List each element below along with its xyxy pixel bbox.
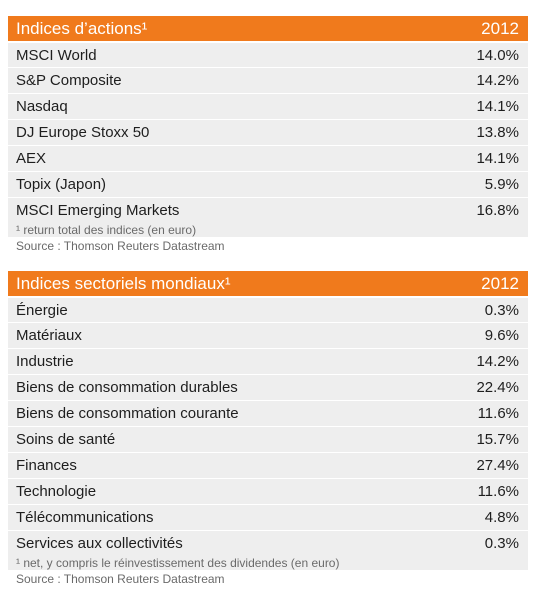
- row-label: Biens de consommation durables: [16, 379, 238, 396]
- row-label: Énergie: [16, 301, 68, 319]
- table-row: Industrie 14.2%: [8, 348, 528, 374]
- table-row: Soins de santé 15.7%: [8, 426, 528, 452]
- row-label: Finances: [16, 457, 77, 474]
- row-label: MSCI World: [16, 46, 97, 64]
- table-row: Biens de consommation courante 11.6%: [8, 400, 528, 426]
- table-row: AEX 14.1%: [8, 145, 528, 171]
- row-label: Services aux collectivités: [16, 535, 183, 552]
- table-row: Finances 27.4%: [8, 452, 528, 478]
- row-value: 15.7%: [476, 431, 519, 448]
- row-label: Matériaux: [16, 327, 82, 344]
- row-value: 0.3%: [484, 301, 519, 319]
- row-value: 14.1%: [476, 98, 519, 115]
- equity-indices-year: 2012: [481, 18, 519, 38]
- sector-indices-table: Indices sectoriels mondiaux¹ 2012 Énergi…: [8, 271, 528, 587]
- sector-indices-year: 2012: [481, 273, 519, 293]
- equity-indices-title: Indices d’actions¹: [16, 18, 148, 38]
- table-row: DJ Europe Stoxx 50 13.8%: [8, 119, 528, 145]
- row-label: DJ Europe Stoxx 50: [16, 124, 150, 141]
- equity-indices-footnote: ¹ return total des indices (en euro): [8, 223, 528, 237]
- row-value: 11.6%: [477, 405, 519, 422]
- row-value: 13.8%: [476, 124, 519, 141]
- row-label: Nasdaq: [16, 98, 68, 115]
- table-row: MSCI Emerging Markets 16.8%: [8, 197, 528, 223]
- row-value: 5.9%: [484, 176, 519, 193]
- row-label: Télécommunications: [16, 509, 154, 526]
- row-value: 14.2%: [476, 72, 519, 89]
- table-row: Biens de consommation durables 22.4%: [8, 374, 528, 400]
- row-label: Industrie: [16, 353, 74, 370]
- equity-indices-source: Source : Thomson Reuters Datastream: [16, 239, 225, 253]
- row-label: Topix (Japon): [16, 176, 107, 193]
- table-row: Énergie 0.3%: [8, 296, 528, 322]
- sector-indices-source: Source : Thomson Reuters Datastream: [16, 572, 225, 586]
- row-value: 4.8%: [484, 509, 519, 526]
- table-row: Topix (Japon) 5.9%: [8, 171, 528, 197]
- row-value: 11.6%: [477, 483, 519, 500]
- row-value: 14.1%: [476, 150, 519, 167]
- row-value: 9.6%: [484, 327, 519, 344]
- table-row: Matériaux 9.6%: [8, 322, 528, 348]
- sector-indices-header: Indices sectoriels mondiaux¹ 2012: [8, 271, 528, 296]
- row-label: Biens de consommation courante: [16, 405, 239, 422]
- table-row: S&P Composite 14.2%: [8, 67, 528, 93]
- row-label: MSCI Emerging Markets: [16, 202, 180, 219]
- row-label: Technologie: [16, 483, 97, 500]
- row-label: AEX: [16, 150, 47, 167]
- sector-indices-body: Énergie 0.3% Matériaux 9.6% Industrie 14…: [8, 296, 528, 556]
- row-label: Soins de santé: [16, 431, 116, 448]
- table-row: Technologie 11.6%: [8, 478, 528, 504]
- sector-indices-footnote: ¹ net, y compris le réinvestissement des…: [8, 556, 528, 570]
- row-label: S&P Composite: [16, 72, 122, 89]
- sector-indices-title: Indices sectoriels mondiaux¹: [16, 273, 231, 293]
- row-value: 0.3%: [484, 535, 519, 552]
- row-value: 14.0%: [476, 46, 519, 64]
- row-value: 14.2%: [476, 353, 519, 370]
- row-value: 27.4%: [476, 457, 519, 474]
- table-row: MSCI World 14.0%: [8, 41, 528, 67]
- equity-indices-header: Indices d’actions¹ 2012: [8, 16, 528, 41]
- table-row: Services aux collectivités 0.3%: [8, 530, 528, 556]
- table-row: Nasdaq 14.1%: [8, 93, 528, 119]
- equity-indices-table: Indices d’actions¹ 2012 MSCI World 14.0%…: [8, 16, 528, 254]
- row-value: 16.8%: [476, 202, 519, 219]
- row-value: 22.4%: [476, 379, 519, 396]
- table-row: Télécommunications 4.8%: [8, 504, 528, 530]
- equity-indices-body: MSCI World 14.0% S&P Composite 14.2% Nas…: [8, 41, 528, 223]
